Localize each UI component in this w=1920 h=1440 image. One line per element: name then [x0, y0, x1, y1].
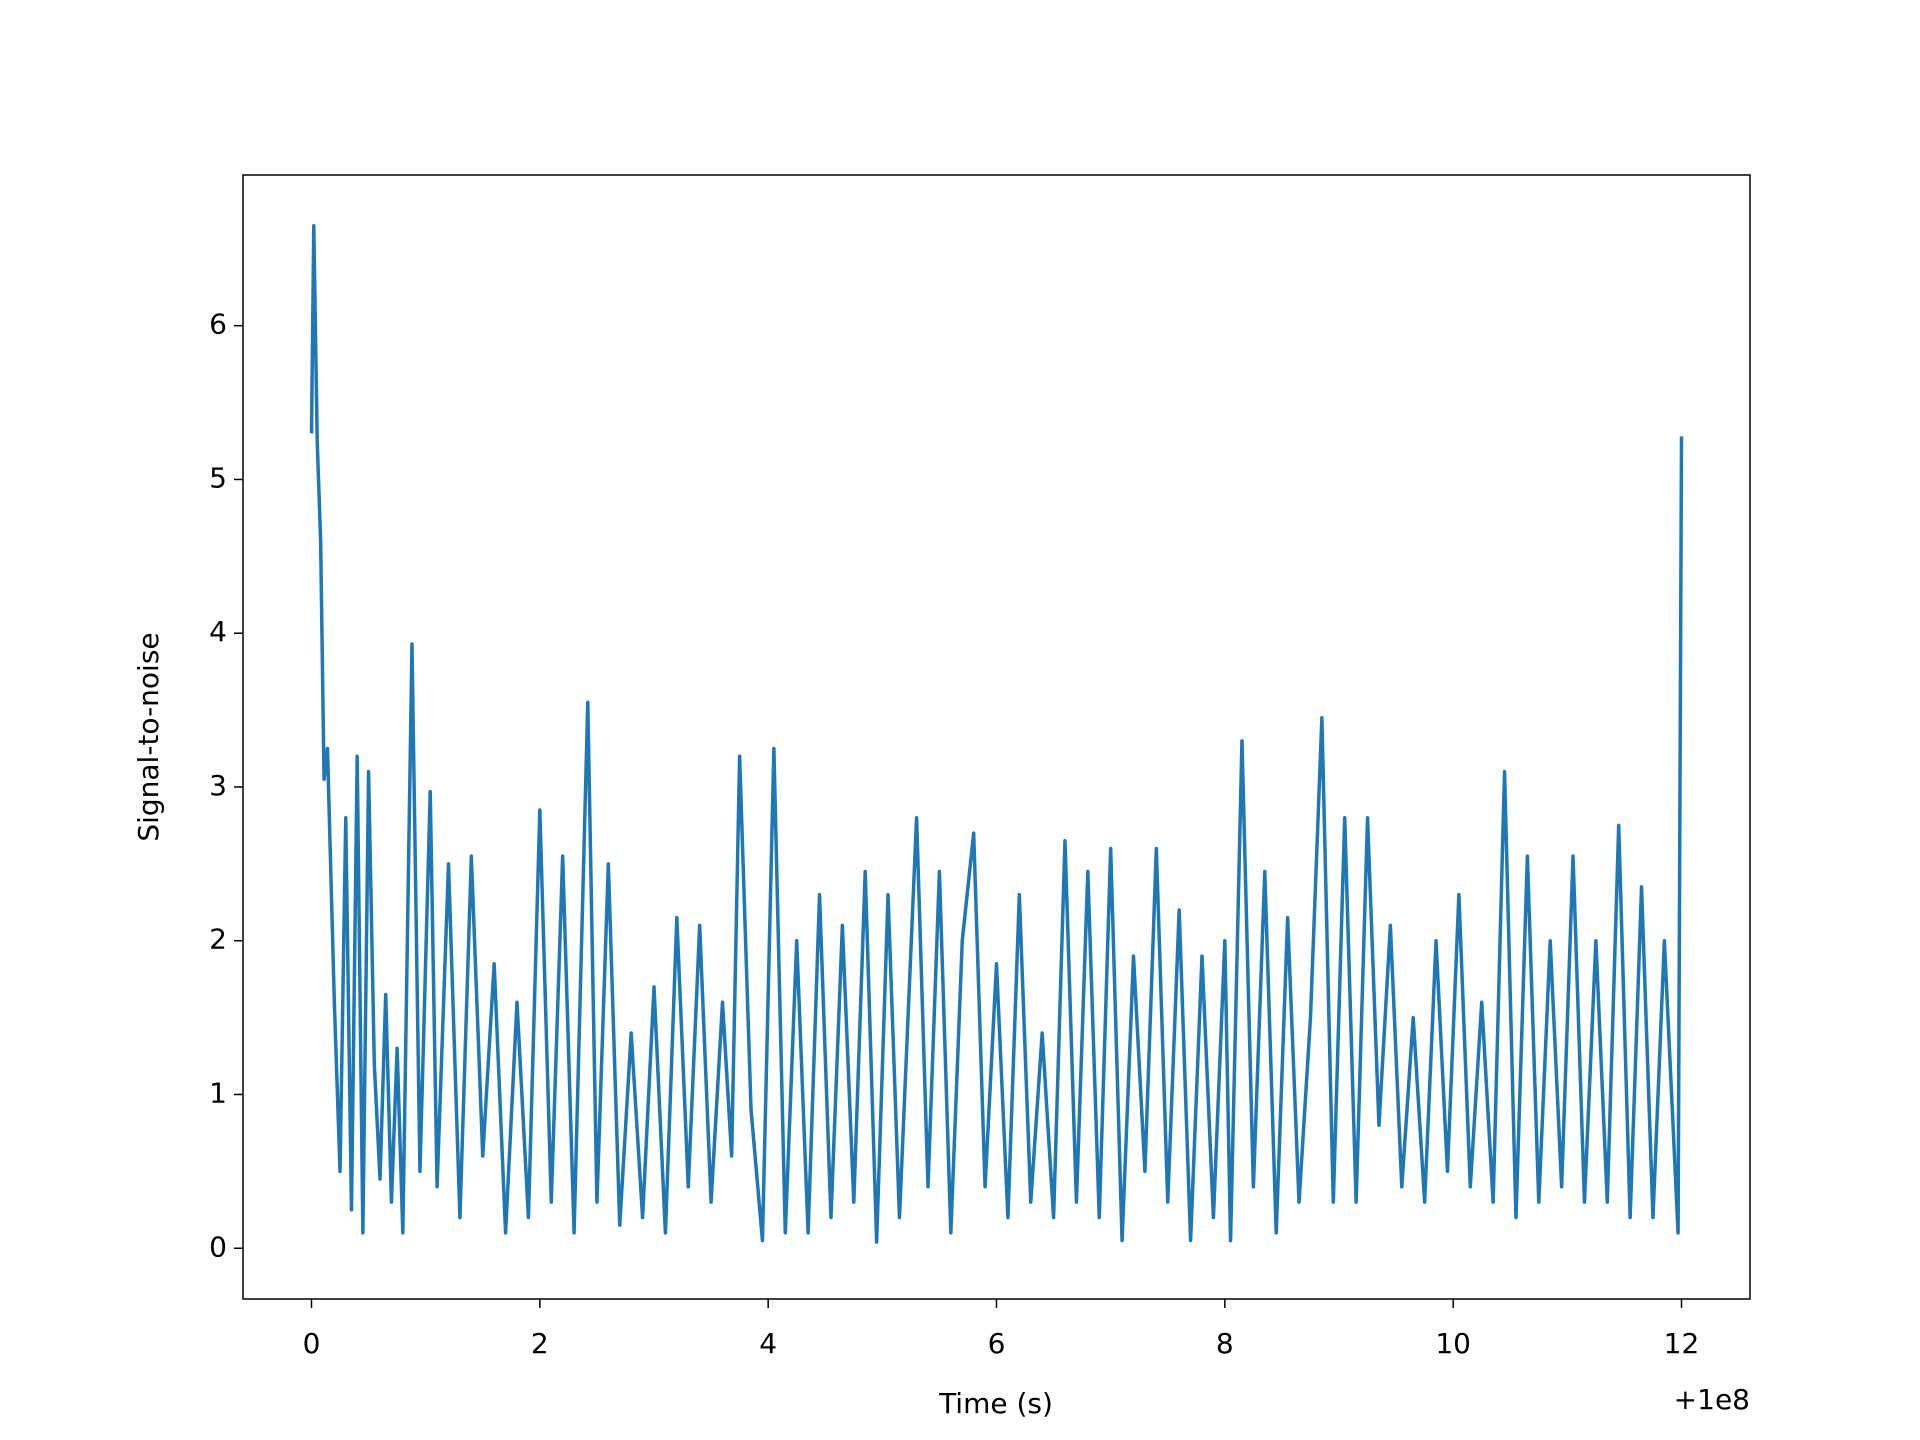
- data-line: [309, 223, 1684, 1244]
- x-tick-label: 6: [988, 1327, 1006, 1360]
- y-axis-label: Signal-to-noise: [132, 632, 165, 841]
- y-tick-label: 3: [209, 769, 227, 802]
- y-tick-label: 4: [209, 615, 227, 648]
- plot-frame: [242, 174, 1751, 1300]
- y-tick-label: 2: [209, 923, 227, 956]
- x-tick-label: 4: [759, 1327, 777, 1360]
- x-tick-label: 0: [303, 1327, 321, 1360]
- y-tick-label: 6: [209, 308, 227, 341]
- x-axis-label: Time (s): [938, 1387, 1053, 1420]
- y-tick-label: 5: [209, 461, 227, 494]
- x-tick-label: 10: [1435, 1327, 1471, 1360]
- x-tick-label: 8: [1216, 1327, 1234, 1360]
- x-tick-label: 12: [1664, 1327, 1700, 1360]
- x-offset-label: +1e8: [1674, 1383, 1750, 1416]
- y-tick-label: 0: [209, 1230, 227, 1263]
- y-tick-label: 1: [209, 1076, 227, 1109]
- x-tick-label: 2: [531, 1327, 549, 1360]
